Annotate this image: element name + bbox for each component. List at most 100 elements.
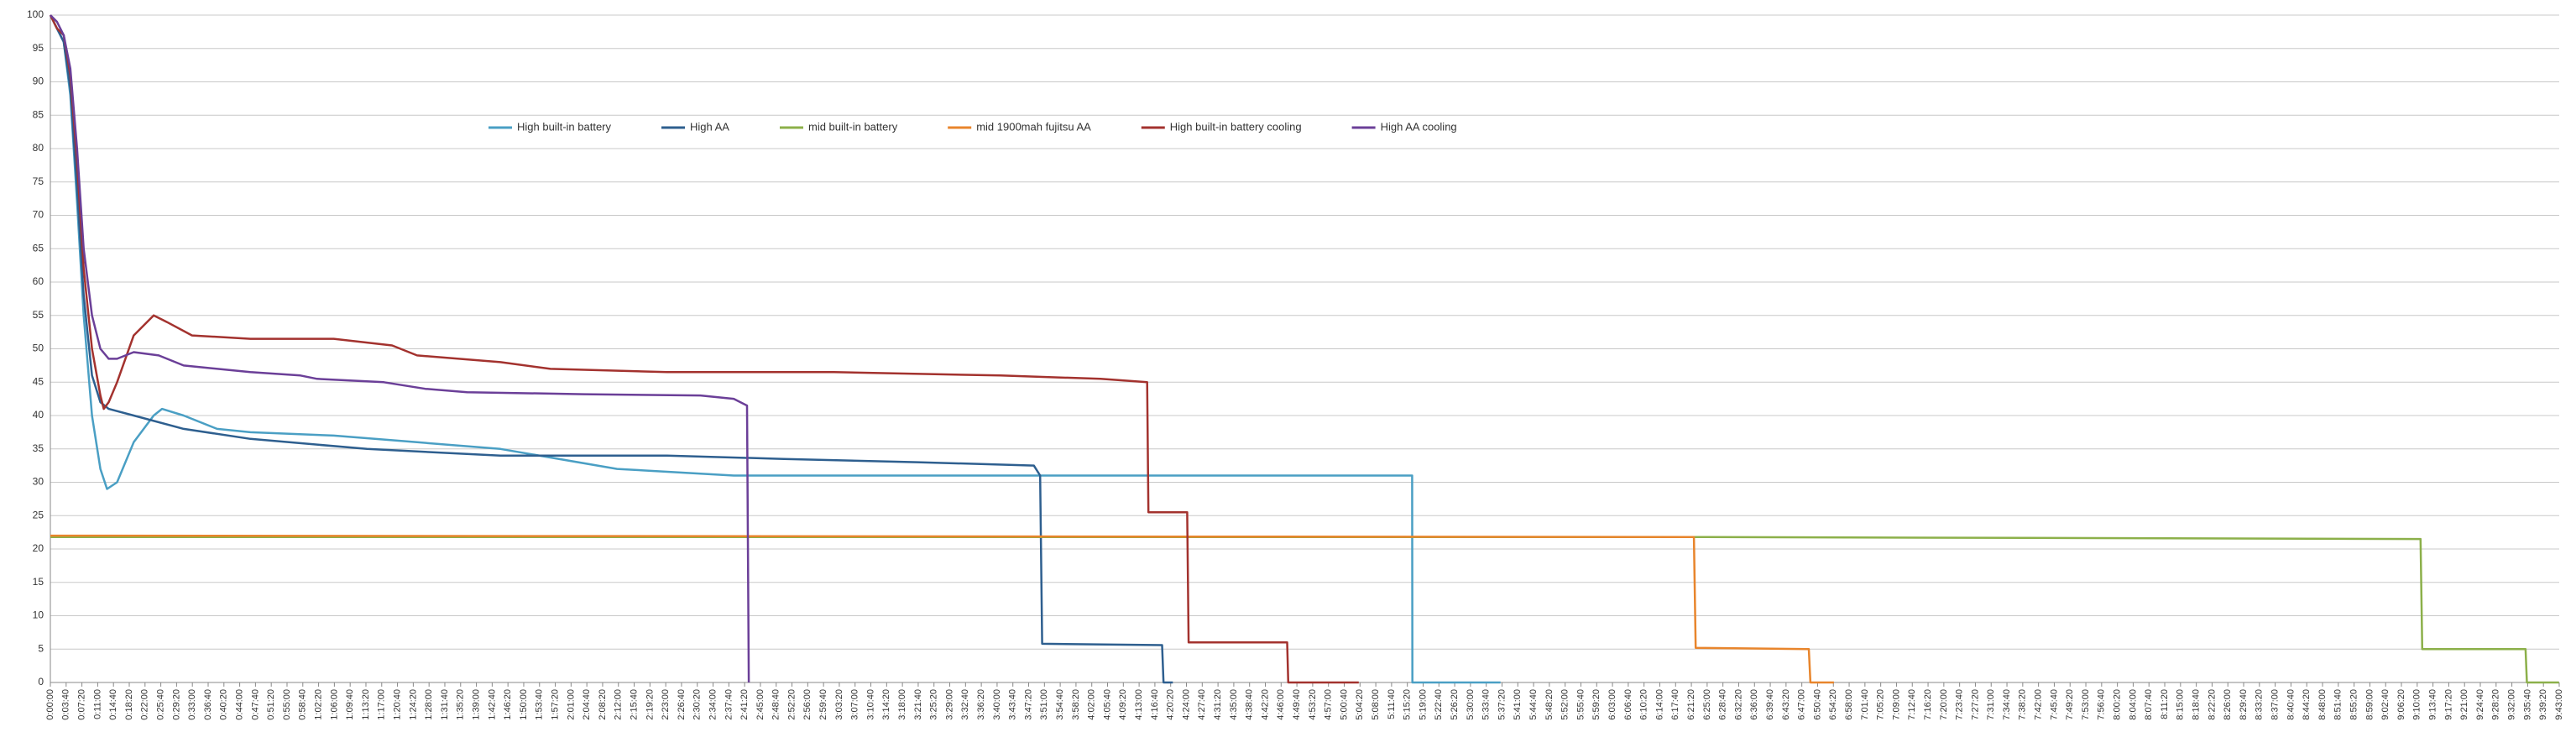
- x-tick-label: 7:31:00: [1986, 689, 1996, 720]
- x-tick-label: 6:21:20: [1686, 689, 1696, 720]
- x-tick-label: 6:17:40: [1670, 689, 1680, 720]
- x-tick-label: 5:19:00: [1418, 689, 1428, 720]
- x-tick-label: 5:48:20: [1544, 689, 1554, 720]
- y-tick-label: 60: [33, 275, 44, 287]
- x-tick-label: 4:02:00: [1087, 689, 1097, 720]
- x-tick-label: 1:53:40: [535, 689, 545, 720]
- x-tick-label: 3:54:40: [1055, 689, 1065, 720]
- x-tick-label: 0:22:00: [140, 689, 150, 720]
- series-line: [50, 534, 1834, 684]
- x-tick-label: 2:23:00: [661, 689, 671, 720]
- legend-label: High built-in battery cooling: [1170, 120, 1302, 133]
- series-line: [50, 536, 2559, 684]
- x-tick-label: 2:15:40: [629, 689, 639, 720]
- x-tick-label: 9:24:40: [2475, 689, 2485, 720]
- legend-item: High AA: [661, 120, 729, 133]
- x-tick-label: 1:20:40: [392, 689, 402, 720]
- x-tick-label: 0:47:40: [250, 689, 260, 720]
- legend-item: mid built-in battery: [779, 120, 898, 133]
- x-tick-label: 4:35:00: [1229, 689, 1239, 720]
- x-tick-label: 6:32:20: [1733, 689, 1743, 720]
- x-tick-label: 8:40:40: [2286, 689, 2296, 720]
- legend-item: High built-in battery cooling: [1141, 120, 1302, 133]
- x-tick-label: 1:50:00: [519, 689, 529, 720]
- y-tick-label: 55: [33, 309, 44, 321]
- x-tick-label: 2:45:00: [755, 689, 765, 720]
- x-tick-label: 7:09:00: [1891, 689, 1901, 720]
- x-tick-label: 1:17:00: [377, 689, 387, 720]
- x-tick-label: 3:18:00: [897, 689, 907, 720]
- x-tick-label: 3:07:00: [850, 689, 860, 720]
- x-tick-label: 4:05:40: [1102, 689, 1112, 720]
- x-tick-label: 2:56:00: [802, 689, 813, 720]
- x-tick-label: 3:14:20: [881, 689, 891, 720]
- x-tick-label: 8:15:00: [2176, 689, 2186, 720]
- x-tick-label: 5:26:20: [1450, 689, 1460, 720]
- x-tick-label: 2:41:20: [739, 689, 750, 720]
- x-tick-label: 0:58:40: [298, 689, 308, 720]
- y-tick-label: 95: [33, 42, 44, 54]
- x-tick-label: 2:34:00: [708, 689, 718, 720]
- y-tick-label: 80: [33, 142, 44, 154]
- x-tick-label: 5:52:00: [1560, 689, 1570, 720]
- x-tick-label: 4:38:40: [1245, 689, 1255, 720]
- x-tick-label: 2:37:40: [724, 689, 734, 720]
- x-tick-label: 4:16:40: [1150, 689, 1160, 720]
- x-tick-label: 4:27:40: [1197, 689, 1207, 720]
- x-tick-label: 1:39:00: [471, 689, 481, 720]
- x-tick-label: 7:38:20: [2018, 689, 2028, 720]
- x-tick-label: 7:12:40: [1907, 689, 1917, 720]
- x-tick-label: 6:06:40: [1623, 689, 1633, 720]
- x-tick-label: 3:51:00: [1039, 689, 1049, 720]
- x-tick-label: 5:33:40: [1481, 689, 1492, 720]
- x-tick-label: 0:55:00: [282, 689, 292, 720]
- x-tick-label: 0:25:40: [155, 689, 165, 720]
- x-tick-label: 6:39:40: [1765, 689, 1775, 720]
- x-tick-label: 4:24:00: [1181, 689, 1191, 720]
- x-tick-label: 7:56:40: [2097, 689, 2107, 720]
- x-tick-label: 1:46:20: [503, 689, 513, 720]
- x-tick-label: 0:36:40: [203, 689, 213, 720]
- legend-item: mid 1900mah fujitsu AA: [948, 120, 1091, 133]
- x-tick-label: 0:14:40: [108, 689, 118, 720]
- x-tick-label: 8:55:20: [2349, 689, 2359, 720]
- x-tick-label: 7:45:40: [2049, 689, 2059, 720]
- y-tick-label: 35: [33, 442, 44, 454]
- x-tick-label: 9:02:40: [2380, 689, 2391, 720]
- x-tick-label: 0:44:00: [234, 689, 244, 720]
- x-tick-label: 8:59:00: [2364, 689, 2375, 720]
- x-tick-label: 5:08:00: [1371, 689, 1381, 720]
- y-tick-label: 10: [33, 609, 44, 621]
- x-tick-label: 2:30:20: [692, 689, 703, 720]
- x-tick-label: 4:31:20: [1213, 689, 1223, 720]
- x-tick-label: 4:46:00: [1276, 689, 1286, 720]
- x-tick-label: 9:17:20: [2443, 689, 2453, 720]
- legend-label: mid 1900mah fujitsu AA: [976, 120, 1091, 133]
- x-tick-label: 8:29:40: [2239, 689, 2249, 720]
- x-tick-label: 8:18:40: [2192, 689, 2202, 720]
- x-tick-label: 7:34:40: [2002, 689, 2012, 720]
- y-tick-label: 50: [33, 342, 44, 354]
- x-tick-label: 2:12:00: [614, 689, 624, 720]
- x-tick-label: 9:06:20: [2396, 689, 2406, 720]
- x-tick-label: 8:26:00: [2223, 689, 2233, 720]
- x-tick-label: 4:13:00: [1134, 689, 1144, 720]
- x-tick-label: 8:00:20: [2113, 689, 2123, 720]
- x-tick-label: 2:48:40: [771, 689, 781, 720]
- x-tick-label: 4:09:20: [1118, 689, 1128, 720]
- x-tick-label: 7:20:00: [1939, 689, 1949, 720]
- x-tick-label: 6:47:00: [1797, 689, 1807, 720]
- y-tick-label: 20: [33, 542, 44, 554]
- x-tick-label: 0:07:20: [77, 689, 87, 720]
- y-tick-label: 0: [38, 676, 44, 688]
- x-tick-label: 3:36:20: [976, 689, 986, 720]
- x-tick-label: 5:04:20: [1355, 689, 1365, 720]
- x-tick-label: 9:39:20: [2538, 689, 2548, 720]
- x-tick-label: 1:31:40: [440, 689, 450, 720]
- x-tick-label: 6:54:20: [1828, 689, 1838, 720]
- x-tick-label: 5:30:00: [1466, 689, 1476, 720]
- x-tick-label: 5:00:40: [1339, 689, 1349, 720]
- y-tick-label: 65: [33, 242, 44, 254]
